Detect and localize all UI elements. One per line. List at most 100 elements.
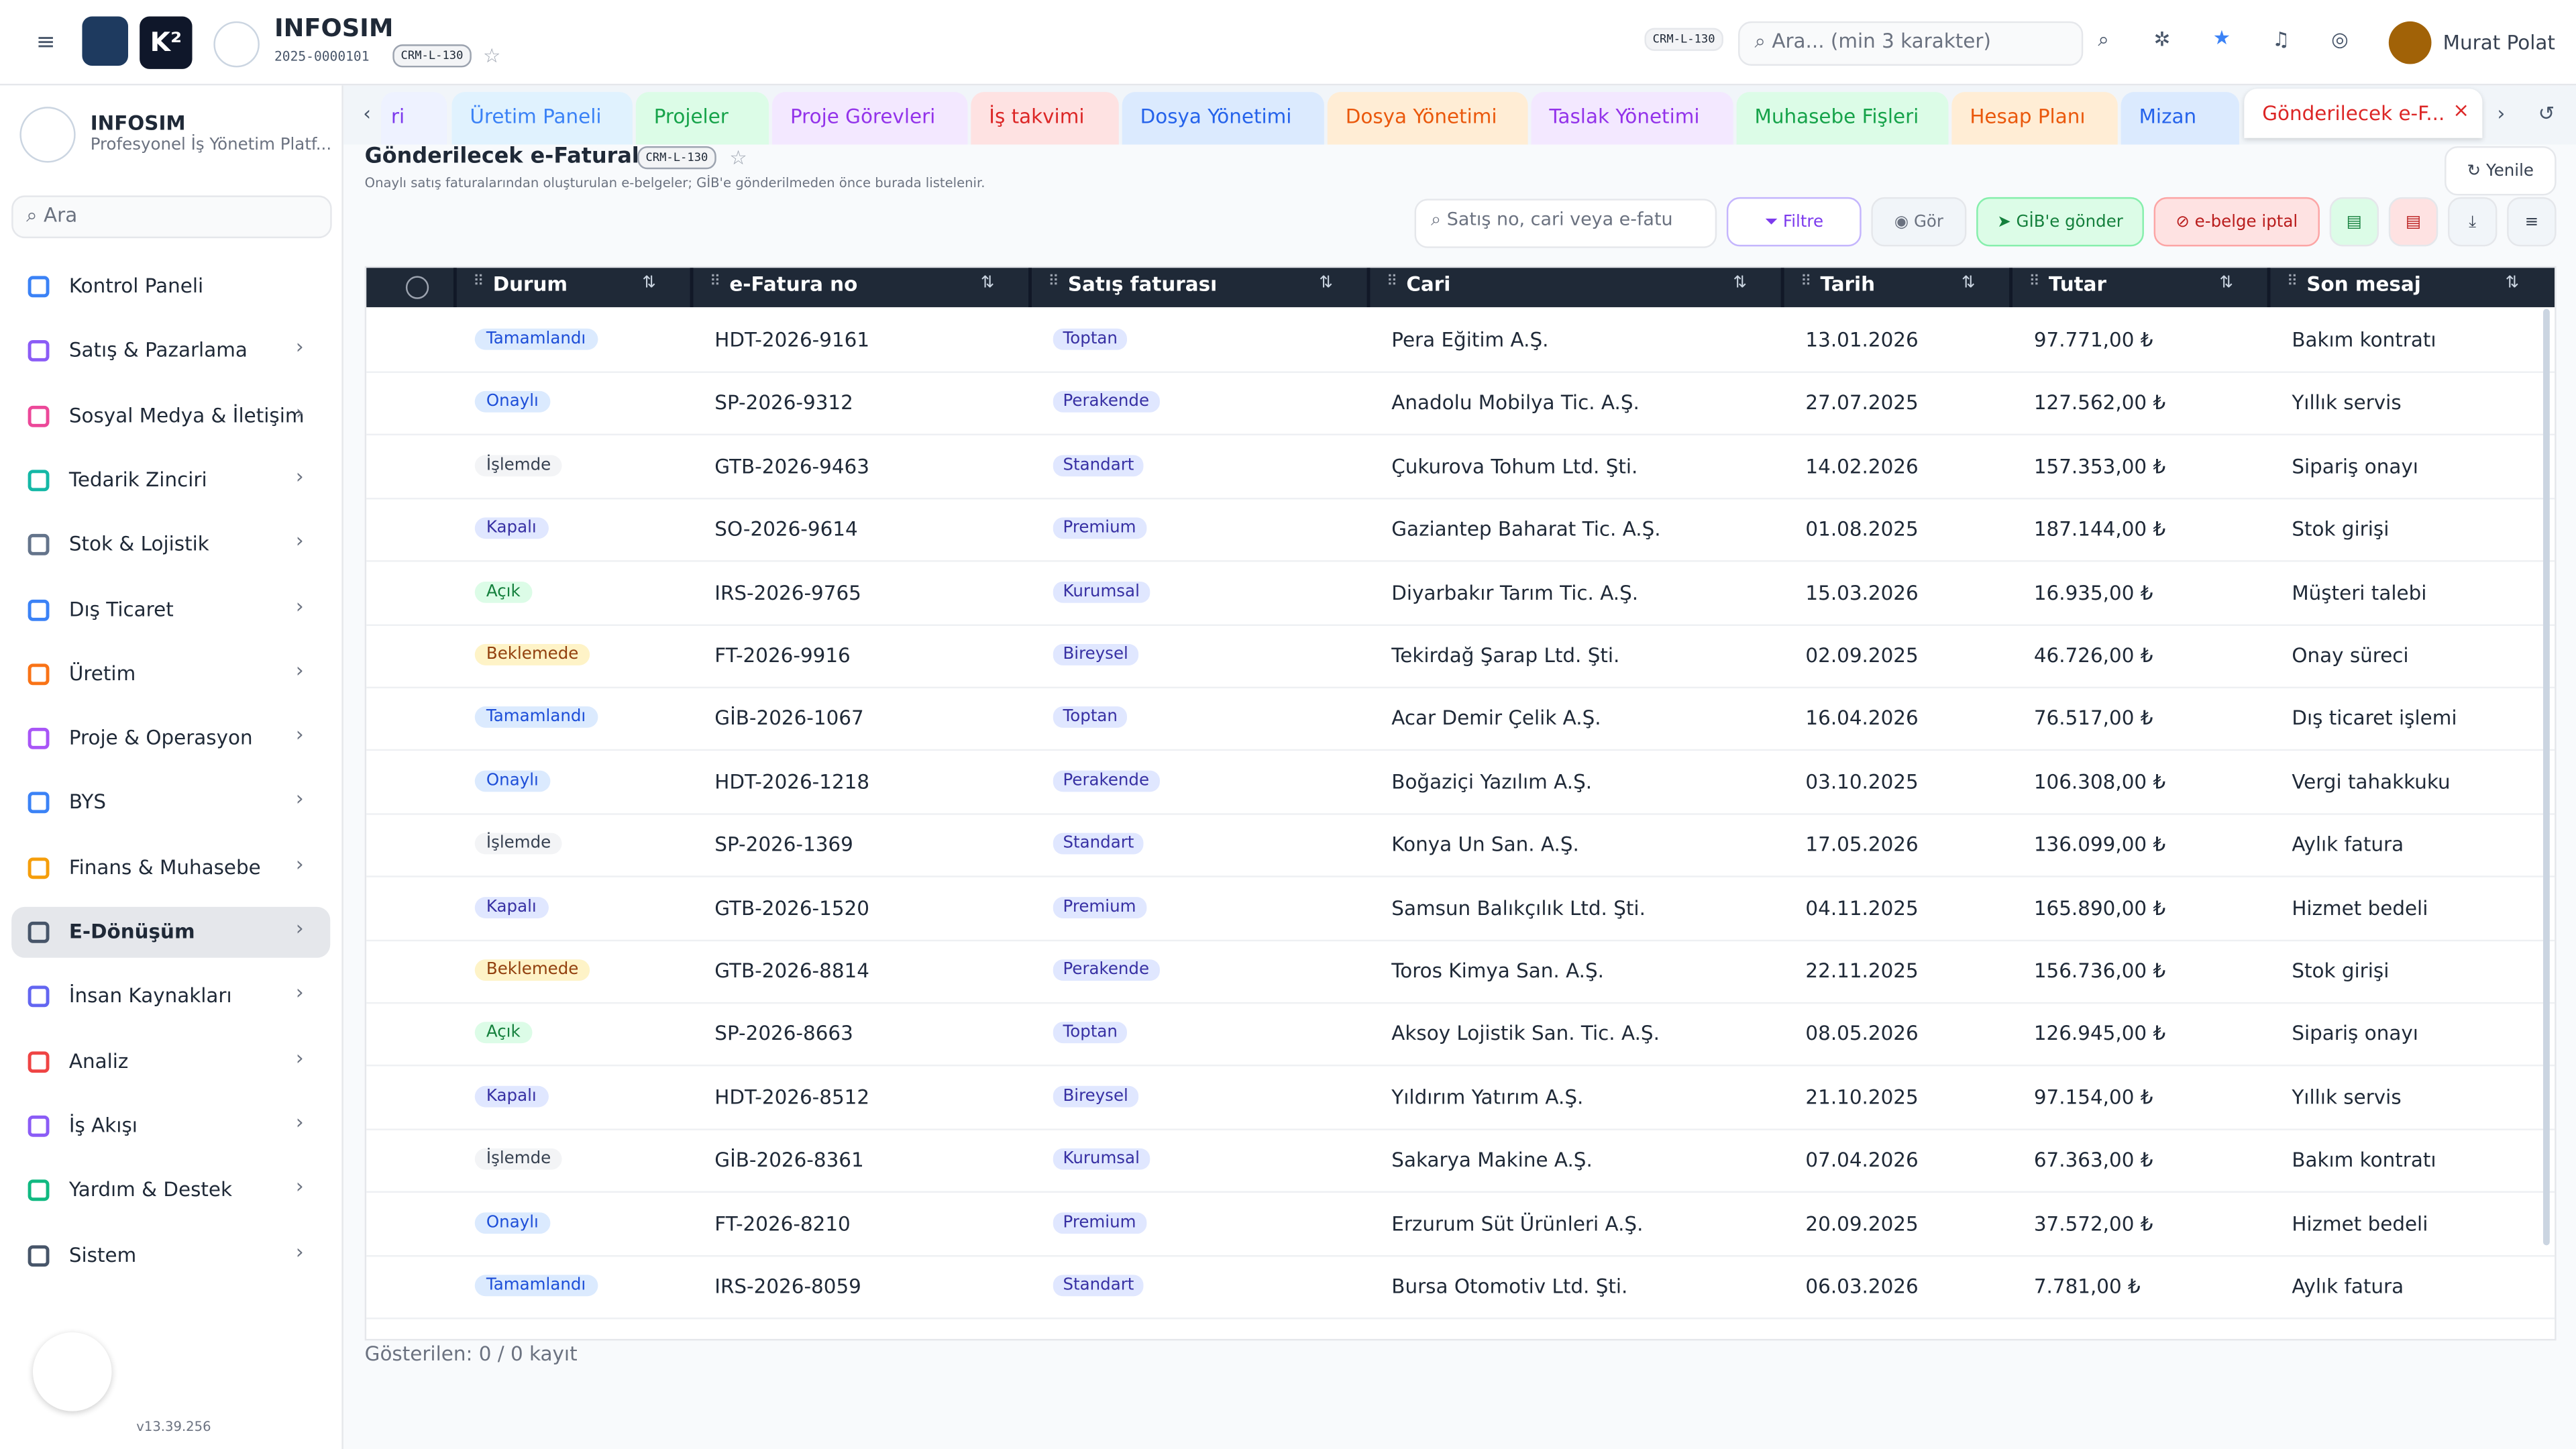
tab[interactable]: Dosya Yönetimi bbox=[1327, 92, 1528, 145]
tab[interactable]: ri bbox=[381, 92, 447, 145]
tab-next[interactable]: › bbox=[2497, 101, 2506, 125]
cell: 08.05.2026 bbox=[1805, 1022, 1919, 1046]
view-button[interactable]: ◉ Gör bbox=[1871, 197, 1967, 247]
filter-button[interactable]: ⏷ Filtre bbox=[1726, 197, 1862, 247]
search-box[interactable] bbox=[1738, 21, 2084, 66]
menu-item[interactable] bbox=[11, 777, 330, 828]
sort-icon[interactable]: ⇅ bbox=[981, 274, 995, 292]
menu-chevron: › bbox=[295, 981, 304, 1005]
send-button[interactable]: ➤ GİB'e gönder bbox=[1976, 197, 2144, 247]
sort-icon[interactable]: ⇅ bbox=[2219, 274, 2234, 292]
menu-item[interactable] bbox=[11, 906, 331, 958]
menu-item[interactable] bbox=[11, 649, 330, 700]
menu-label: BYS bbox=[68, 790, 107, 814]
sort-icon[interactable]: ⇅ bbox=[2505, 274, 2520, 292]
status-badge: İşlemde bbox=[474, 1148, 563, 1171]
sort-icon[interactable]: ⇅ bbox=[642, 274, 657, 292]
row[interactable] bbox=[366, 877, 2555, 941]
tab-close[interactable]: × bbox=[2453, 98, 2469, 122]
tab-label: Mizan bbox=[2139, 105, 2197, 129]
row[interactable] bbox=[366, 561, 2555, 626]
select-all[interactable] bbox=[405, 276, 429, 299]
column-header[interactable]: Satış faturası bbox=[1067, 272, 1218, 296]
refresh-button[interactable]: ↻ Yenile bbox=[2445, 146, 2557, 196]
icon-globe[interactable]: ◎ bbox=[2331, 28, 2349, 51]
icon-search[interactable]: ⌕ bbox=[2098, 28, 2109, 51]
row[interactable] bbox=[366, 1255, 2555, 1320]
row[interactable] bbox=[366, 1192, 2555, 1256]
menu-icon[interactable]: ≡ bbox=[36, 30, 56, 56]
menu-item[interactable] bbox=[11, 1230, 330, 1281]
tab[interactable]: Projeler bbox=[635, 92, 769, 145]
tab-history[interactable]: ↺ bbox=[2538, 101, 2555, 125]
row[interactable] bbox=[366, 1066, 2555, 1130]
row[interactable] bbox=[366, 814, 2555, 878]
tab[interactable]: Dosya Yönetimi bbox=[1122, 92, 1324, 145]
column-header[interactable]: Son mesaj bbox=[2306, 272, 2421, 296]
menu-chevron: › bbox=[295, 1175, 304, 1198]
tab[interactable]: İş takvimi bbox=[971, 92, 1119, 145]
icon-star[interactable]: ★ bbox=[2212, 26, 2231, 50]
tab[interactable]: Hesap Planı bbox=[1951, 92, 2118, 145]
settings-button[interactable]: ≡ bbox=[2507, 197, 2557, 247]
row[interactable] bbox=[366, 498, 2555, 563]
badge: CRM-L-130 bbox=[1644, 28, 1723, 51]
row[interactable] bbox=[366, 435, 2555, 499]
tab-label: Projeler bbox=[653, 105, 729, 129]
tab-prev[interactable]: ‹ bbox=[363, 101, 372, 125]
tab[interactable]: Taslak Yönetimi bbox=[1531, 92, 1733, 145]
menu-label: İş Akışı bbox=[68, 1114, 138, 1137]
page-star[interactable]: ☆ bbox=[729, 146, 747, 170]
row[interactable] bbox=[366, 1129, 2555, 1193]
cell: Gaziantep Baharat Tic. A.Ş. bbox=[1391, 517, 1661, 541]
column-header[interactable]: Cari bbox=[1406, 272, 1451, 296]
icon-bell[interactable]: ♫ bbox=[2271, 28, 2290, 51]
sidebar-search[interactable] bbox=[11, 195, 332, 239]
column-header[interactable]: e-Fatura no bbox=[729, 272, 858, 296]
cancel-button[interactable]: ⊘ e-belge iptal bbox=[2153, 197, 2320, 247]
tab[interactable]: Gönderilecek e-F... × bbox=[2244, 89, 2483, 138]
column-divider bbox=[690, 268, 694, 307]
cell: Toros Kimya San. A.Ş. bbox=[1391, 959, 1605, 983]
row[interactable] bbox=[366, 309, 2555, 373]
type-badge: Perakende bbox=[1053, 770, 1159, 792]
menu-item[interactable] bbox=[11, 1036, 330, 1087]
download-button[interactable]: ⤓ bbox=[2447, 197, 2498, 247]
sort-icon[interactable]: ⇅ bbox=[1733, 274, 1748, 292]
pdf-button[interactable]: ▤ bbox=[2388, 197, 2438, 247]
cell: Boğaziçi Yazılım A.Ş. bbox=[1391, 770, 1593, 794]
row[interactable] bbox=[366, 940, 2555, 1004]
avatar[interactable] bbox=[2388, 21, 2432, 64]
tab[interactable]: Mizan bbox=[2121, 92, 2239, 145]
row[interactable] bbox=[366, 688, 2555, 752]
cell: 21.10.2025 bbox=[1805, 1085, 1919, 1109]
column-header[interactable]: Durum bbox=[492, 272, 568, 296]
menu-label: Dış Ticaret bbox=[68, 597, 174, 621]
tab[interactable]: Muhasebe Fişleri bbox=[1736, 92, 1949, 145]
menu-item[interactable] bbox=[11, 1101, 330, 1152]
tab-label: Üretim Paneli bbox=[470, 105, 602, 129]
table-search[interactable] bbox=[1414, 199, 1717, 248]
row[interactable] bbox=[366, 625, 2555, 689]
icon-bug[interactable]: ✲ bbox=[2153, 28, 2171, 51]
sort-icon[interactable]: ⇅ bbox=[1962, 274, 1976, 292]
row[interactable] bbox=[366, 1003, 2555, 1067]
user-name[interactable]: Murat Polat bbox=[2443, 31, 2555, 54]
row[interactable] bbox=[366, 751, 2555, 815]
cell: FT-2026-9916 bbox=[714, 644, 851, 667]
assistant[interactable] bbox=[32, 1332, 112, 1411]
cell: 106.308,00 ₺ bbox=[2033, 770, 2166, 794]
excel-button[interactable]: ▤ bbox=[2329, 197, 2379, 247]
column-header[interactable]: Tutar bbox=[2048, 272, 2107, 296]
column-header[interactable]: Tarih bbox=[1820, 272, 1876, 296]
tab[interactable]: Proje Görevleri bbox=[772, 92, 968, 145]
menu-label: Proje & Operasyon bbox=[68, 726, 253, 749]
star[interactable]: ☆ bbox=[483, 44, 501, 68]
status-badge: Beklemede bbox=[474, 644, 590, 665]
sort-icon[interactable]: ⇅ bbox=[1319, 274, 1334, 292]
row[interactable] bbox=[366, 372, 2555, 436]
tab-label: Muhasebe Fişleri bbox=[1754, 105, 1919, 129]
cell: 165.890,00 ₺ bbox=[2033, 896, 2166, 920]
tab[interactable]: Üretim Paneli bbox=[451, 92, 633, 145]
